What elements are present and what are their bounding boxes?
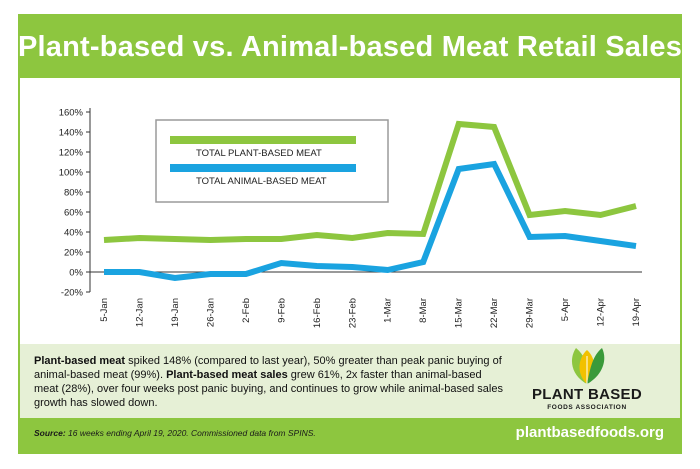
source-bar: Source: 16 weeks ending April 19, 2020. … [20,418,680,452]
y-tick-label: 160% [59,108,84,119]
source-label: Source: [34,428,66,438]
y-tick-label: 80% [64,188,84,199]
animal-based-series-line [104,160,637,282]
x-tick-label: 19-Apr [631,298,642,327]
x-tick-label: 9-Feb [276,298,287,323]
y-tick-label: 20% [64,248,84,259]
legend-label-plant: TOTAL PLANT-BASED MEAT [196,148,322,159]
logo-subtitle: FOODS ASSOCIATION [547,404,627,411]
description-segment: spiked 148% (compared to last year), 50%… [34,355,502,381]
description-panel: Plant-based meat spiked 148% (compared t… [20,344,680,452]
x-tick-label: 8-Mar [418,298,429,323]
x-tick-label: 26-Jan [205,298,216,327]
legend-box [155,119,389,203]
logo-name: PLANT BASED [532,386,642,403]
chart-area: -20% 0% 20% 40% 60% 80% 100% 120% 140% 160% 5-Jan 1… [20,78,680,344]
infographic-frame: Plant-based vs. Animal-based Meat Retail… [18,14,682,454]
line-chart: -20% 0% 20% 40% 60% 80% 100% 120% 140% 160% 5-Jan 1… [59,108,642,328]
y-tick-label: 120% [59,148,84,159]
pbfa-logo: PLANT BASED FOODS ASSOCIATION [502,344,672,418]
x-tick-label: 23-Feb [347,298,358,328]
x-tick-label: 19-Jan [170,298,181,327]
y-tick-label: -20% [61,288,84,299]
y-tick-label: 100% [59,168,84,179]
description-segment: grew 61%, 2x faster than animal-based me… [34,369,503,409]
x-tick-label: 12-Apr [596,298,607,327]
description-highlight: Plant-based meat sales [166,369,288,381]
x-tick-label: 12-Jan [134,298,145,327]
y-tick-label: 140% [59,128,84,139]
leaf-logo-icon [571,348,605,384]
x-tick-label: 1-Mar [383,298,394,323]
x-tick-label: 2-Feb [241,298,252,323]
chart-title: Plant-based vs. Animal-based Meat Retail… [17,30,683,63]
x-tick-label: 15-Mar [454,298,465,328]
description-highlight: Plant-based meat [34,355,126,367]
x-tick-label: 29-Mar [525,298,536,328]
y-tick-label: 0% [69,268,83,279]
description-text: Plant-based meat spiked 148% (compared t… [34,354,504,410]
x-tick-label: 5-Apr [560,298,571,321]
y-tick-label: 40% [64,228,84,239]
title-bar: Plant-based vs. Animal-based Meat Retail… [17,16,683,78]
y-tick-label: 60% [64,208,84,219]
x-tick-label: 16-Feb [312,298,323,328]
x-tick-label: 22-Mar [489,298,500,328]
source-text: 16 weeks ending April 19, 2020. Commissi… [65,428,316,438]
x-tick-label: 5-Jan [99,298,110,322]
plant-based-series-line [103,120,637,244]
legend-label-animal: TOTAL ANIMAL-BASED MEAT [196,176,327,187]
source-note: Source: 16 weeks ending April 19, 2020. … [34,428,316,438]
website-link[interactable]: plantbasedfoods.org [515,424,664,441]
